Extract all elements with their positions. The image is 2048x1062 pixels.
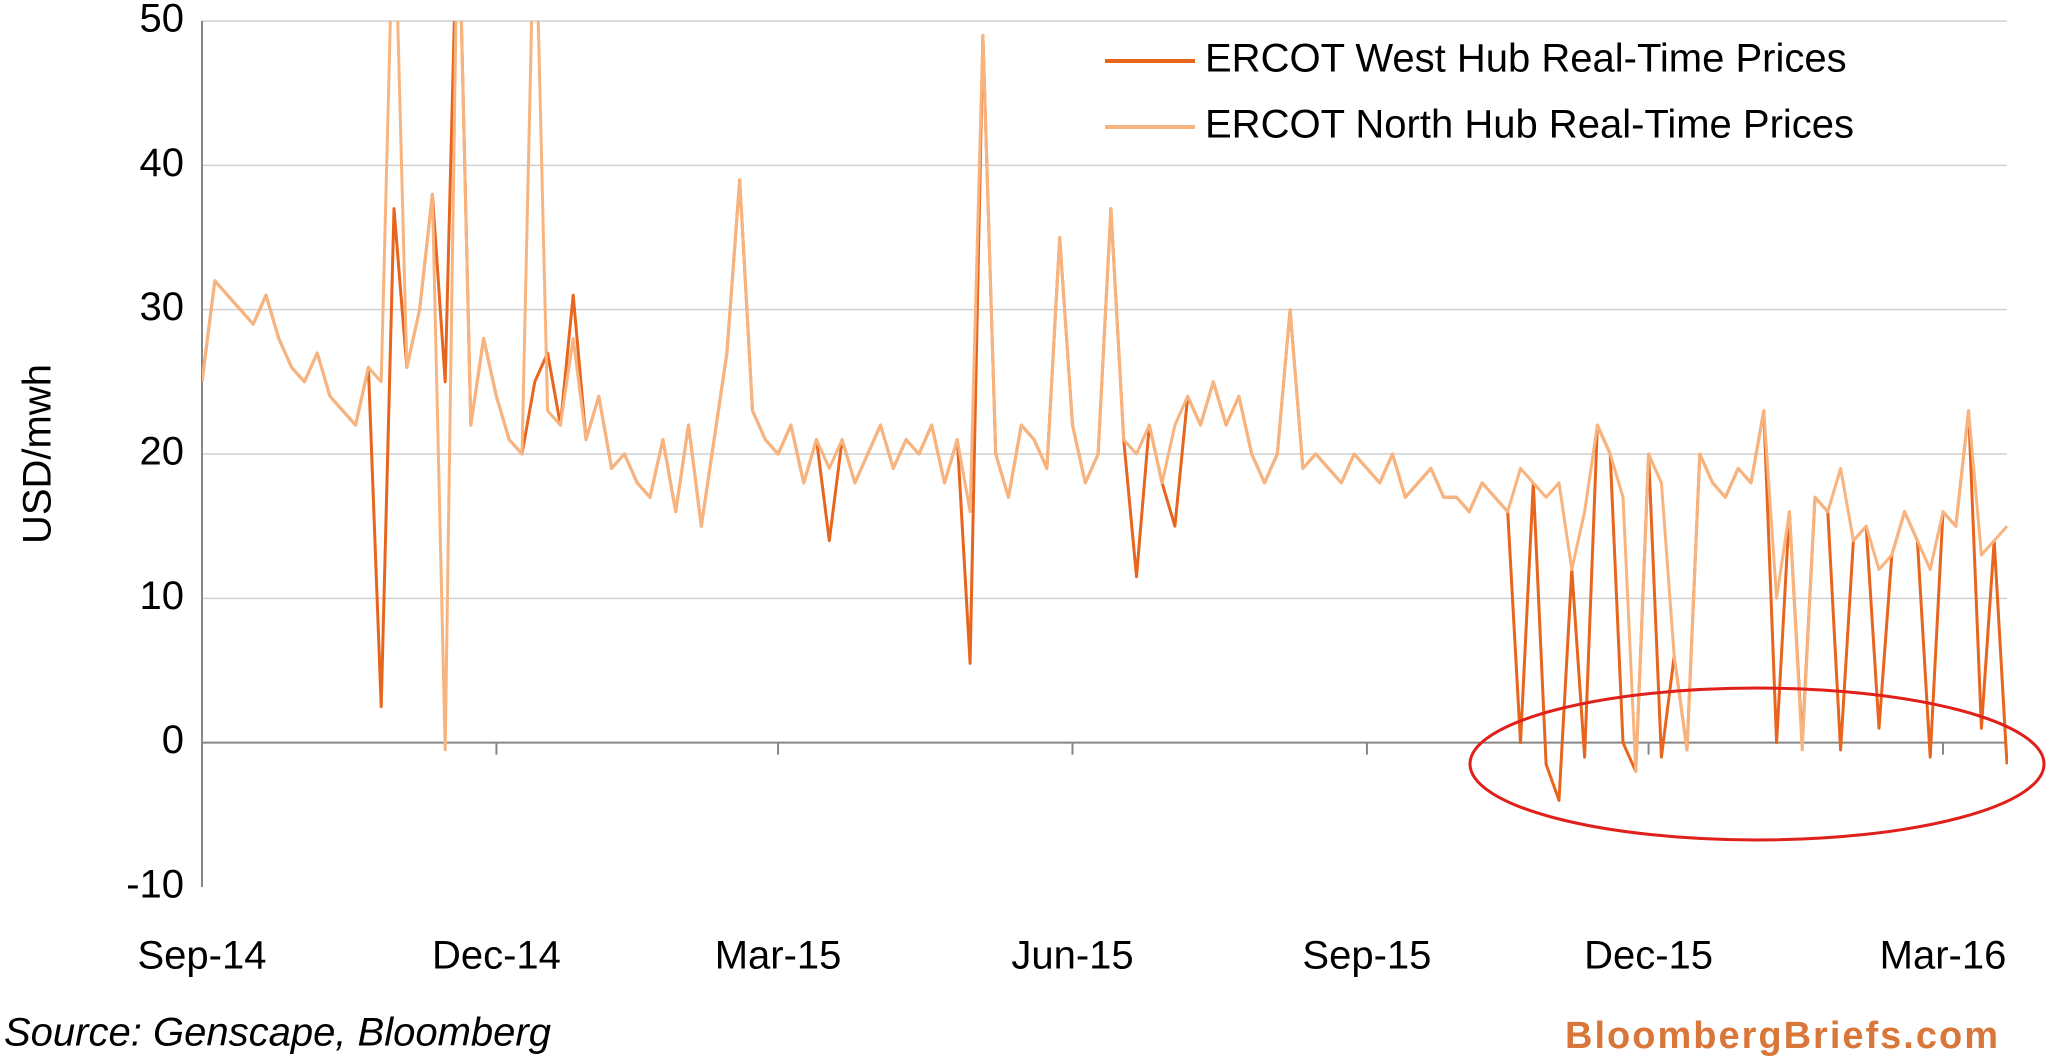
x-tick-label: Jun-15 <box>1011 934 1133 978</box>
x-tick-label: Mar-15 <box>715 934 842 978</box>
x-tick-label: Sep-15 <box>1302 934 1431 978</box>
y-tick-label: 50 <box>140 0 185 41</box>
y-tick-label: 30 <box>140 285 185 329</box>
y-tick-label: 20 <box>140 430 185 474</box>
x-tick-label: Mar-16 <box>1880 934 2007 978</box>
x-tick-label: Sep-14 <box>138 934 267 978</box>
credit: BloombergBriefs.com <box>1565 1015 2000 1057</box>
plot-layer: ERCOT West Hub Real-Time Prices ERCOT Nor… <box>202 21 2008 802</box>
y-tick-label: 10 <box>140 574 185 618</box>
y-tick-label: 40 <box>140 141 185 185</box>
x-tick-label: Dec-14 <box>432 934 561 978</box>
y-axis-title: USD/mwh <box>16 364 60 544</box>
y-tick-label: -10 <box>126 863 184 907</box>
legend-label: ERCOT West Hub Real-Time Prices <box>1205 37 1847 81</box>
highlight-ellipse <box>1468 686 2046 842</box>
y-tick-label: 0 <box>162 718 184 762</box>
source-note: Source: Genscape, Bloomberg <box>4 1011 551 1055</box>
x-tick-label: Dec-15 <box>1584 934 1713 978</box>
legend-label: ERCOT North Hub Real-Time Prices <box>1205 103 1854 147</box>
series-line <box>202 21 2008 773</box>
